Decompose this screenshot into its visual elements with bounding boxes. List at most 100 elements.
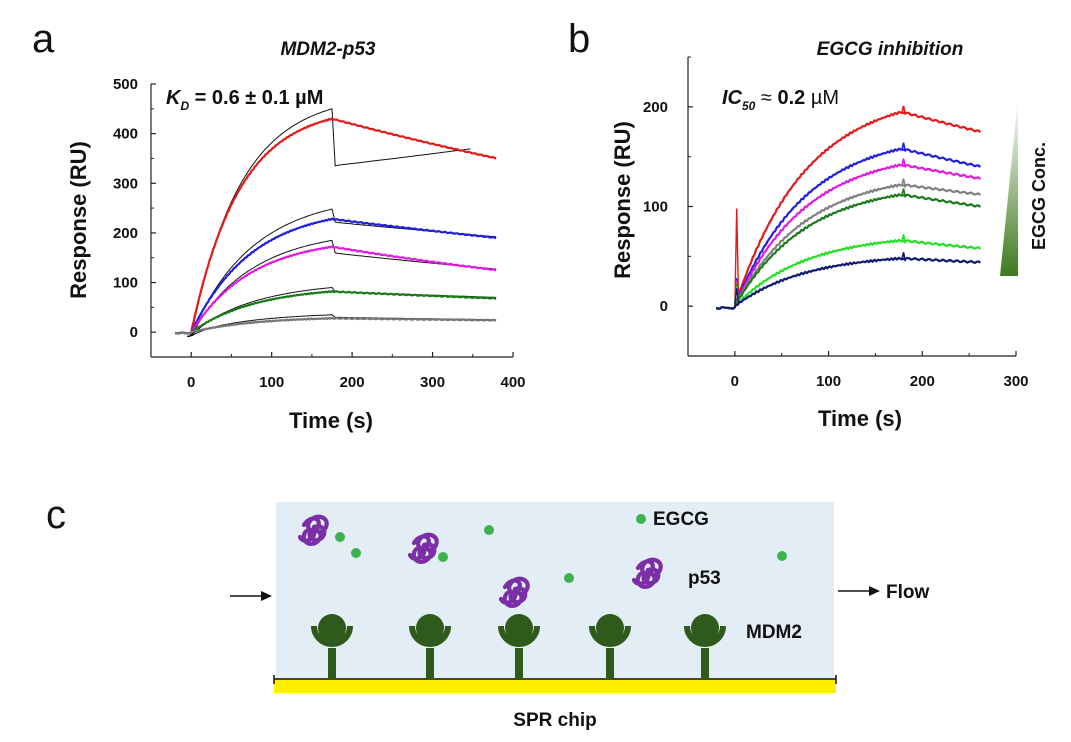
mdm2-receptor (684, 614, 726, 679)
mdm2-head (416, 614, 444, 642)
egcg-dot (335, 532, 345, 542)
x-tick-label: 200 (340, 374, 365, 391)
p53-protein-1 (297, 514, 329, 546)
ic50-symbol: IC (722, 87, 743, 109)
injection-spike-7 (734, 288, 740, 305)
mdm2-stalk (515, 648, 523, 679)
x-tick-label: 100 (259, 374, 284, 391)
mdm2-head (318, 614, 346, 642)
mdm2-cup (589, 625, 631, 647)
mdm2-receptor (589, 614, 631, 679)
chart-a-series (175, 117, 497, 335)
spr-chip (274, 679, 836, 693)
p53-protein-3 (498, 576, 530, 608)
panel-letter-a: a (32, 17, 55, 61)
chart-a-title: MDM2-p53 (280, 39, 375, 60)
injection-spike-1 (734, 208, 740, 305)
series-line-2 (175, 217, 497, 335)
x-tick-label: 0 (187, 374, 195, 391)
series-line-5 (175, 316, 497, 335)
series-line-5 (715, 193, 982, 310)
x-tick-label: 200 (910, 373, 935, 390)
fit-line-3 (187, 239, 497, 337)
chart-a-y-label: Response (RU) (66, 141, 91, 299)
egcg-dot (484, 525, 494, 535)
mdm2-stalk (426, 648, 434, 679)
mdm2-head (691, 614, 719, 642)
chart-a: 0 100 200 300 400 0 100 200 300 400 500 Time (s) R… (66, 76, 526, 433)
end-spike-2 (900, 142, 907, 152)
chart-b-title: EGCG inhibition (817, 39, 964, 60)
chart-b-series (715, 105, 982, 310)
egcg-molecules (335, 514, 787, 583)
series-line-4 (715, 183, 982, 310)
y-tick-label: 300 (113, 175, 138, 192)
mdm2-cup (311, 625, 353, 647)
x-tick-label: 100 (816, 373, 841, 390)
egcg-label: EGCG (653, 509, 709, 530)
mdm2-cup (684, 625, 726, 647)
series-line-7 (715, 256, 982, 310)
y-tick-label: 100 (643, 199, 668, 216)
chart-a-fit-lines (187, 108, 497, 337)
fit-line-4 (187, 286, 497, 337)
egcg-dot (777, 551, 787, 561)
x-tick-label: 400 (500, 374, 525, 391)
series-line-3 (175, 245, 497, 335)
p53-protein-2 (407, 532, 439, 564)
x-tick-label: 300 (1003, 373, 1028, 390)
x-tick-label: 300 (420, 374, 445, 391)
y-tick-label: 500 (113, 76, 138, 93)
kd-symbol: K (166, 87, 182, 109)
mdm2-stalk (701, 648, 709, 679)
mdm2-head (505, 614, 533, 642)
y-tick-label: 100 (113, 275, 138, 292)
mdm2-stalk (606, 648, 614, 679)
end-spike-3 (900, 158, 907, 168)
chart-a-x-label: Time (s) (289, 408, 373, 433)
ic50-value: 0.2 (777, 87, 805, 109)
end-spike-4 (900, 178, 907, 188)
chart-b-ticks: 0 100 200 300 0 100 200 (643, 56, 1029, 390)
p53-proteins (297, 514, 663, 608)
series-line-6 (715, 238, 982, 310)
ic50-subscript: 50 (742, 99, 756, 113)
chart-a-kd-annotation: KD = 0.6 ± 0.1 µM (166, 87, 323, 113)
mdm2-label: MDM2 (746, 622, 802, 643)
end-spike-7 (900, 252, 907, 262)
spr-chip-label: SPR chip (513, 710, 596, 731)
end-spike-6 (900, 234, 907, 244)
inflow-arrow-icon (261, 591, 272, 601)
series-line-3 (715, 163, 982, 310)
egcg-dot (438, 552, 448, 562)
egcg-concentration-wedge (1000, 98, 1018, 276)
y-tick-label: 200 (643, 99, 668, 116)
y-tick-label: 200 (113, 225, 138, 242)
egcg-dot (564, 573, 574, 583)
x-tick-label: 0 (731, 373, 739, 390)
ic50-approx: ≈ (755, 87, 777, 109)
chart-a-axes (150, 84, 513, 358)
mdm2-head (596, 614, 624, 642)
panel-letter-b: b (568, 17, 590, 61)
mdm2-cup (498, 625, 540, 647)
kd-subscript: D (180, 99, 189, 113)
mdm2-receptor (498, 614, 540, 679)
y-tick-label: 0 (130, 324, 138, 341)
ic50-unit: µM (805, 87, 839, 109)
series-line-1 (175, 117, 497, 335)
p53-protein-4 (631, 557, 663, 589)
chart-b: 0 100 200 300 0 100 200 Time (s) Response (RU)… (610, 56, 1049, 431)
p53-label: p53 (688, 568, 721, 589)
y-tick-label: 400 (113, 126, 138, 143)
end-spike-1 (900, 105, 907, 115)
chart-a-ticks: 0 100 200 300 400 0 100 200 300 400 500 (113, 76, 526, 391)
chart-b-x-label: Time (s) (818, 406, 902, 431)
series-line-4 (175, 290, 497, 335)
y-tick-label: 0 (660, 298, 668, 315)
end-spike-5 (900, 188, 907, 198)
series-line-1 (715, 110, 982, 310)
series-line-2 (715, 147, 982, 310)
egcg-concentration-label: EGCG Conc. (1029, 142, 1049, 250)
